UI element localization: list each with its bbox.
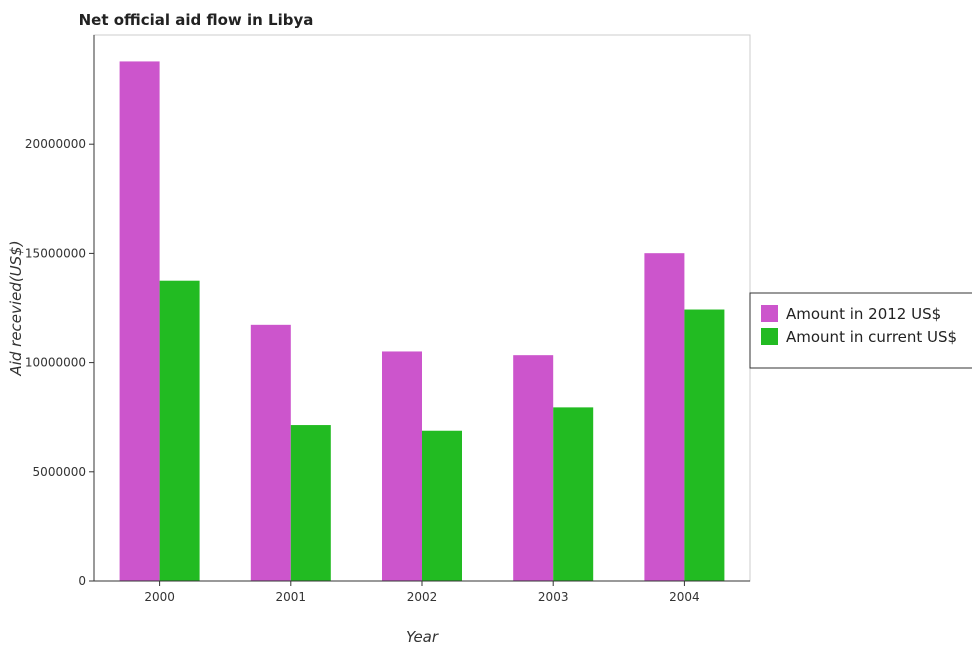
bar-amount-current-usd-2000: [159, 280, 200, 581]
x-tick-label: 2003: [538, 590, 569, 604]
y-tick-label: 0: [78, 574, 86, 588]
legend-swatch: [761, 328, 778, 345]
legend-box: [749, 292, 972, 369]
y-tick-label: 20000000: [25, 137, 86, 151]
bar-amount-current-usd-2004: [684, 309, 725, 581]
bars-layer: [119, 61, 725, 582]
x-tick-label: 2001: [276, 590, 307, 604]
bar-amount-2012-usd-2001: [250, 324, 291, 581]
x-tick-label: 2000: [144, 590, 175, 604]
bar-amount-2012-usd-2004: [644, 253, 685, 582]
bar-amount-2012-usd-2003: [513, 355, 554, 581]
legend-label: Amount in current US$: [786, 328, 957, 346]
bar-amount-2012-usd-2002: [382, 351, 422, 581]
y-tick-label: 5000000: [33, 465, 86, 479]
y-tick-label: 10000000: [25, 356, 86, 370]
x-tick-label: 2002: [407, 590, 438, 604]
x-axis-label: Year: [406, 628, 439, 646]
y-tick-label: 15000000: [25, 246, 86, 260]
bar-amount-current-usd-2001: [290, 425, 331, 581]
chart-title: Net official aid flow in Libya: [79, 11, 314, 29]
axes-layer: 0 5000000 10000000 15000000 20000000 2000 2001…: [25, 35, 750, 604]
bar-amount-2012-usd-2000: [119, 61, 160, 582]
bar-amount-current-usd-2003: [553, 407, 594, 581]
y-axis-label: Aid recevied(US$): [7, 240, 25, 376]
bar-amount-current-usd-2002: [422, 430, 462, 581]
legend: Amount in 2012 US$ Amount in current US$: [749, 292, 972, 369]
legend-label: Amount in 2012 US$: [786, 305, 941, 323]
x-tick-label: 2004: [669, 590, 700, 604]
legend-swatch: [761, 305, 778, 322]
